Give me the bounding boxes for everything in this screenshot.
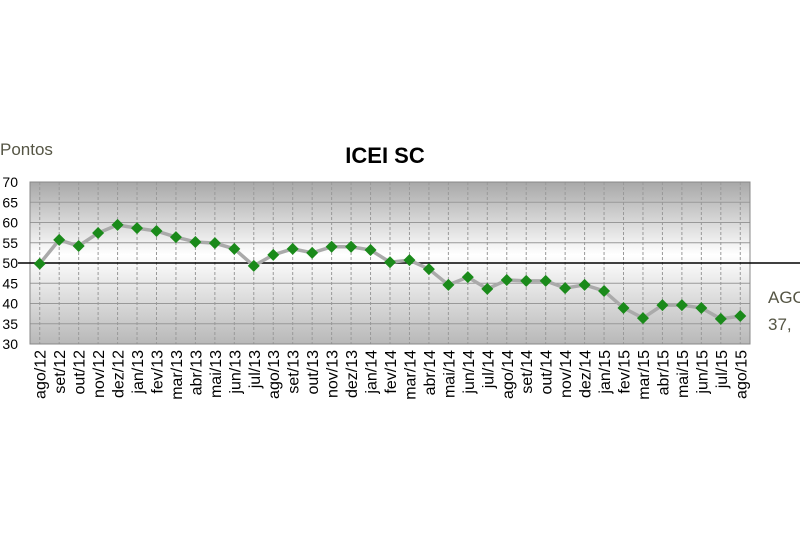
x-tick-label: abr/14 bbox=[422, 350, 439, 395]
data-point bbox=[384, 256, 396, 269]
x-tick-label: nov/13 bbox=[325, 350, 342, 398]
x-tick-label: mai/13 bbox=[208, 350, 225, 398]
x-tick-label: jan/13 bbox=[130, 350, 147, 395]
x-tick-label: set/12 bbox=[52, 350, 69, 394]
data-point bbox=[72, 239, 85, 252]
data-point bbox=[325, 240, 338, 253]
chart-title: ICEI SC bbox=[345, 143, 425, 168]
data-point bbox=[656, 299, 669, 312]
data-point bbox=[422, 263, 435, 276]
x-tick-label: mar/14 bbox=[402, 350, 419, 400]
x-tick-label: set/14 bbox=[519, 350, 536, 394]
x-tick-label: jun/14 bbox=[461, 350, 478, 395]
x-tick-label: dez/14 bbox=[578, 350, 595, 398]
y-tick-label: 55 bbox=[2, 235, 18, 251]
data-point bbox=[169, 231, 182, 244]
annotation: 37, bbox=[768, 315, 792, 334]
y-tick-label: 30 bbox=[2, 336, 18, 352]
data-point bbox=[228, 242, 241, 255]
x-tick-label: jul/15 bbox=[714, 350, 731, 389]
y-tick-label: 45 bbox=[2, 275, 18, 291]
x-tick-label: ago/13 bbox=[266, 350, 283, 399]
data-point bbox=[539, 274, 552, 287]
data-point bbox=[461, 271, 474, 284]
y-tick-label: 60 bbox=[2, 215, 18, 231]
data-point bbox=[345, 240, 358, 253]
x-tick-label: dez/12 bbox=[111, 350, 128, 398]
data-point bbox=[578, 278, 591, 291]
data-point bbox=[267, 248, 280, 261]
data-point bbox=[33, 257, 46, 270]
x-tick-label: jun/15 bbox=[694, 350, 711, 395]
x-tick-label: abr/15 bbox=[655, 350, 672, 395]
data-point bbox=[714, 312, 727, 325]
x-tick-label: jan/15 bbox=[597, 350, 614, 395]
x-tick-label: out/12 bbox=[72, 350, 89, 395]
data-point bbox=[481, 282, 494, 295]
x-tick-label: ago/14 bbox=[500, 350, 517, 399]
x-tick-label: mai/14 bbox=[441, 350, 458, 398]
data-point bbox=[189, 235, 202, 248]
data-point bbox=[150, 225, 163, 238]
x-tick-label: jun/13 bbox=[227, 350, 244, 395]
x-tick-label: dez/13 bbox=[344, 350, 361, 398]
data-point bbox=[53, 233, 66, 246]
x-tick-label: fev/14 bbox=[383, 350, 400, 394]
data-point bbox=[306, 246, 319, 259]
data-point bbox=[111, 218, 124, 231]
x-tick-label: fev/13 bbox=[149, 350, 166, 394]
y-tick-label: 35 bbox=[2, 316, 18, 332]
data-point bbox=[617, 301, 630, 314]
x-tick-label: nov/12 bbox=[91, 350, 108, 398]
data-point bbox=[636, 312, 649, 325]
data-point bbox=[208, 237, 221, 250]
x-tick-label: out/14 bbox=[539, 350, 556, 395]
y-tick-label: 50 bbox=[2, 255, 18, 271]
x-tick-label: jul/14 bbox=[480, 350, 497, 389]
data-point bbox=[520, 274, 533, 287]
data-point bbox=[286, 242, 299, 255]
data-point bbox=[598, 284, 611, 297]
x-tick-label: jul/13 bbox=[247, 350, 264, 389]
data-point bbox=[131, 222, 144, 235]
x-tick-label: mai/15 bbox=[675, 350, 692, 398]
x-tick-label: set/13 bbox=[286, 350, 303, 394]
x-tick-label: jan/14 bbox=[364, 350, 381, 395]
data-point bbox=[695, 301, 708, 314]
x-tick-label: mar/15 bbox=[636, 350, 653, 400]
data-point bbox=[559, 282, 572, 295]
x-tick-label: out/13 bbox=[305, 350, 322, 395]
data-point bbox=[403, 254, 416, 267]
x-tick-label: abr/13 bbox=[188, 350, 205, 395]
annotation: AGO bbox=[768, 288, 800, 307]
x-tick-label: ago/15 bbox=[733, 350, 750, 399]
data-point bbox=[442, 278, 455, 291]
x-tick-label: nov/14 bbox=[558, 350, 575, 398]
data-point bbox=[247, 259, 260, 272]
y-axis-label: Pontos bbox=[0, 140, 53, 159]
data-point bbox=[364, 244, 377, 257]
x-tick-label: mar/13 bbox=[169, 350, 186, 400]
y-tick-label: 40 bbox=[2, 296, 18, 312]
x-tick-label: fev/15 bbox=[617, 350, 634, 394]
x-tick-label: ago/12 bbox=[33, 350, 50, 399]
data-point bbox=[500, 274, 513, 287]
y-tick-label: 65 bbox=[2, 194, 18, 210]
data-point bbox=[92, 227, 105, 240]
y-tick-label: 70 bbox=[2, 174, 18, 190]
data-point bbox=[675, 299, 688, 312]
data-point bbox=[734, 310, 747, 323]
